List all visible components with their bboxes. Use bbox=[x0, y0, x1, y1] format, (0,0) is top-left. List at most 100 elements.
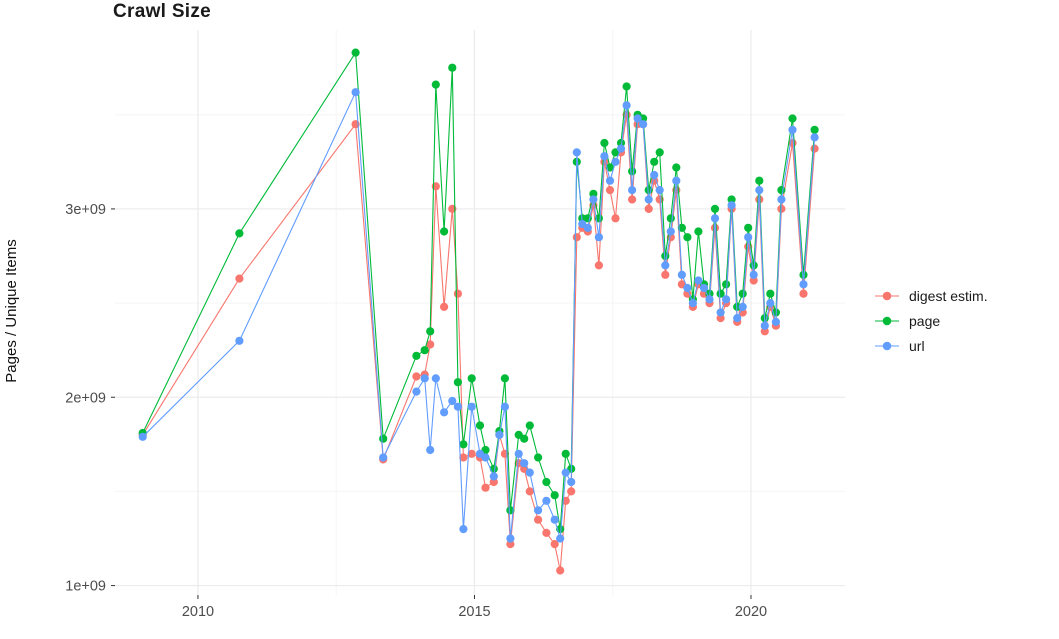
data-point-url bbox=[506, 534, 515, 543]
data-point-page bbox=[628, 167, 637, 176]
data-point-page bbox=[788, 114, 797, 123]
data-point-url bbox=[495, 430, 504, 439]
chart-title: Crawl Size bbox=[113, 1, 212, 22]
data-point-digest-estim bbox=[567, 487, 576, 496]
data-point-url bbox=[481, 453, 490, 462]
data-point-url bbox=[705, 295, 714, 304]
data-point-page bbox=[716, 289, 725, 298]
data-point-url bbox=[699, 283, 709, 293]
data-point-page bbox=[744, 223, 753, 232]
data-point-url bbox=[749, 270, 758, 279]
x-tick-label: 2015 bbox=[458, 604, 490, 620]
data-point-page bbox=[520, 434, 529, 443]
data-point-page bbox=[525, 421, 534, 430]
data-point-url bbox=[600, 152, 609, 161]
data-point-url bbox=[650, 170, 659, 180]
data-point-url bbox=[138, 432, 147, 441]
data-point-url bbox=[661, 261, 670, 270]
data-point-url bbox=[448, 396, 457, 406]
data-point-page bbox=[650, 157, 659, 166]
y-tick-label: 1e+09 bbox=[65, 579, 106, 595]
data-point-url bbox=[777, 195, 786, 204]
legend-key-icon bbox=[875, 316, 899, 326]
x-tick-label: 2020 bbox=[735, 604, 767, 620]
data-point-url bbox=[525, 468, 534, 477]
data-point-url bbox=[426, 445, 435, 455]
data-point-digest-estim bbox=[556, 566, 565, 575]
data-point-url bbox=[622, 101, 631, 110]
data-point-digest-estim bbox=[644, 204, 653, 213]
data-point-page bbox=[420, 346, 429, 355]
data-point-page bbox=[351, 48, 360, 57]
data-point-url bbox=[605, 176, 615, 185]
data-point-page bbox=[542, 477, 551, 487]
data-point-page bbox=[412, 351, 421, 360]
data-point-url bbox=[542, 496, 551, 505]
data-point-digest-estim bbox=[440, 302, 449, 311]
data-point-url bbox=[440, 408, 449, 417]
data-point-page bbox=[777, 186, 786, 195]
data-point-digest-estim bbox=[749, 276, 758, 285]
legend-key-icon bbox=[875, 341, 899, 351]
data-point-page bbox=[755, 176, 764, 185]
data-point-page bbox=[589, 189, 598, 198]
data-point-page bbox=[440, 227, 449, 236]
data-point-digest-estim bbox=[235, 274, 244, 283]
data-point-url bbox=[694, 276, 703, 285]
legend: digest estim. page url bbox=[874, 287, 988, 355]
data-point-url bbox=[788, 125, 797, 134]
data-point-page bbox=[727, 195, 736, 204]
data-point-digest-estim bbox=[525, 487, 534, 496]
data-point-url bbox=[677, 270, 687, 279]
data-point-page bbox=[694, 227, 703, 236]
data-point-url bbox=[755, 186, 764, 195]
data-point-digest-estim bbox=[459, 453, 468, 462]
data-point-url bbox=[738, 302, 747, 311]
data-point-url bbox=[379, 453, 388, 462]
data-point-url bbox=[453, 402, 462, 411]
data-point-url bbox=[639, 120, 648, 129]
data-point-digest-estim bbox=[542, 528, 551, 538]
data-point-url bbox=[760, 321, 769, 330]
series-line-digest-estim bbox=[142, 114, 816, 571]
data-point-page bbox=[550, 491, 559, 500]
data-point-page bbox=[500, 374, 509, 383]
data-point-page bbox=[677, 223, 687, 232]
data-point-url bbox=[766, 299, 775, 308]
data-point-page bbox=[710, 204, 720, 213]
data-point-digest-estim bbox=[534, 515, 543, 524]
data-point-url bbox=[722, 295, 731, 304]
data-point-digest-estim bbox=[661, 270, 670, 279]
data-point-digest-estim bbox=[611, 214, 620, 223]
data-point-url bbox=[666, 227, 675, 236]
data-point-page bbox=[666, 214, 675, 223]
legend-key-icon bbox=[875, 291, 899, 301]
data-point-digest-estim bbox=[683, 289, 692, 298]
data-point-digest-estim bbox=[467, 449, 476, 458]
data-point-digest-estim bbox=[799, 289, 808, 298]
data-point-digest-estim bbox=[710, 223, 720, 232]
data-point-url bbox=[583, 223, 592, 232]
data-point-page bbox=[534, 453, 543, 462]
data-point-page bbox=[467, 374, 476, 383]
data-point-page bbox=[655, 148, 664, 157]
data-point-page bbox=[453, 378, 462, 387]
legend-item-page: page bbox=[874, 312, 988, 330]
data-point-digest-estim bbox=[810, 144, 819, 153]
data-point-url bbox=[594, 233, 604, 242]
y-tick-label: 3e+09 bbox=[65, 202, 106, 218]
data-point-url bbox=[733, 314, 742, 323]
data-point-url bbox=[716, 308, 725, 317]
data-point-page bbox=[810, 125, 819, 134]
data-point-page bbox=[600, 138, 609, 148]
data-point-digest-estim bbox=[481, 483, 490, 492]
data-point-page bbox=[426, 327, 435, 336]
data-point-url bbox=[633, 114, 642, 123]
data-point-page bbox=[448, 63, 457, 72]
data-point-url bbox=[412, 387, 421, 396]
data-point-digest-estim bbox=[550, 540, 559, 549]
data-point-url bbox=[628, 186, 637, 195]
legend-label: url bbox=[909, 338, 925, 354]
data-point-page bbox=[683, 233, 692, 242]
